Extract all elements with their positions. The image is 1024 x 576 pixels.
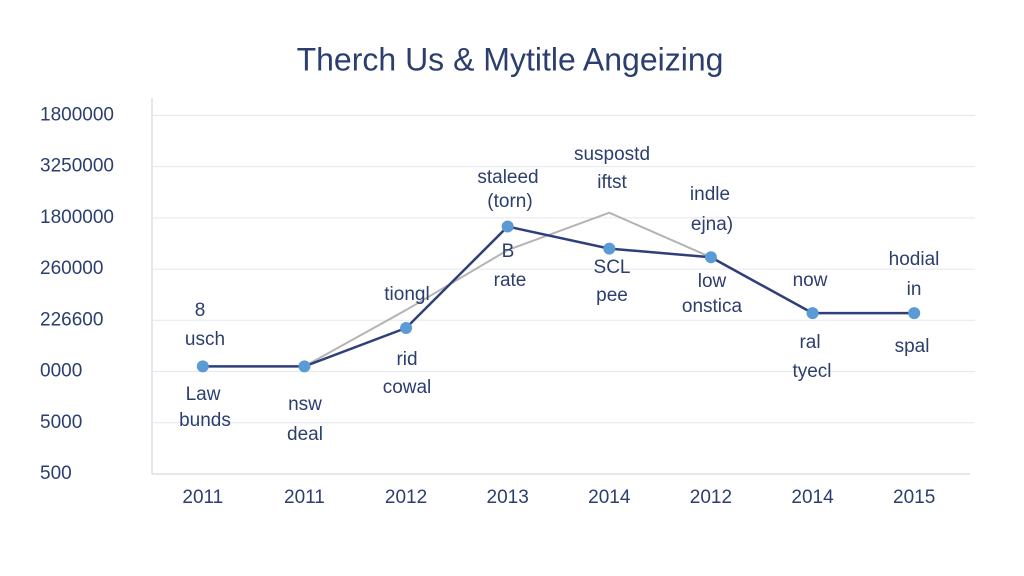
data-point bbox=[400, 321, 413, 334]
x-tick-label: 2014 bbox=[791, 487, 834, 508]
x-tick-label: 2013 bbox=[487, 487, 529, 508]
annotation: nsw bbox=[288, 394, 322, 415]
annotation: B bbox=[502, 241, 515, 262]
annotation: tiongl bbox=[384, 284, 429, 305]
x-tick-label: 2014 bbox=[588, 487, 631, 508]
annotation: Law bbox=[186, 384, 221, 405]
annotation: staleed bbox=[477, 167, 538, 188]
annotation: low bbox=[698, 271, 727, 292]
data-point bbox=[501, 220, 514, 233]
annotation: rate bbox=[494, 270, 527, 291]
series-line bbox=[303, 211, 712, 368]
x-tick-label: 2012 bbox=[690, 487, 732, 508]
x-tick-label: 2011 bbox=[284, 487, 325, 508]
annotation: (torn) bbox=[487, 191, 532, 212]
annotation: ral bbox=[799, 332, 820, 353]
data-point bbox=[603, 242, 616, 255]
annotation: deal bbox=[287, 424, 323, 445]
y-tick-label: 0000 bbox=[40, 361, 82, 382]
y-tick-label: 1800000 bbox=[40, 104, 114, 125]
annotation: spal bbox=[895, 336, 930, 357]
data-point bbox=[196, 360, 209, 373]
x-tick-label: 2015 bbox=[893, 487, 935, 508]
annotation: suspostd bbox=[574, 144, 650, 165]
annotation: bunds bbox=[179, 410, 231, 431]
data-point bbox=[908, 307, 921, 320]
annotation: hodial bbox=[889, 249, 940, 270]
annotation: onstica bbox=[682, 296, 743, 317]
data-point bbox=[298, 360, 311, 373]
annotation: indle bbox=[690, 184, 730, 205]
annotation: usch bbox=[185, 329, 225, 350]
x-tick-label: 2011 bbox=[182, 487, 223, 508]
annotation: in bbox=[907, 279, 922, 300]
y-tick-label: 3250000 bbox=[40, 156, 114, 177]
y-tick-label: 5000 bbox=[40, 412, 82, 433]
annotation: rid bbox=[396, 349, 417, 370]
annotation: 8 bbox=[195, 300, 206, 321]
y-tick-label: 226600 bbox=[40, 309, 103, 330]
annotation: cowal bbox=[383, 377, 432, 398]
annotation: pee bbox=[596, 285, 628, 306]
annotation: SCL bbox=[594, 257, 631, 278]
x-tick-label: 2012 bbox=[385, 487, 427, 508]
y-tick-label: 260000 bbox=[40, 258, 103, 279]
y-tick-label: 1800000 bbox=[40, 207, 114, 228]
chart-title: Therch Us & Mytitle Angeizing bbox=[297, 41, 724, 77]
annotation: tyecl bbox=[792, 361, 831, 382]
annotation: now bbox=[793, 270, 828, 291]
annotation: ejna) bbox=[691, 214, 733, 235]
series-line bbox=[202, 225, 915, 368]
data-point bbox=[704, 251, 717, 264]
annotation: iftst bbox=[597, 172, 627, 193]
y-tick-label: 500 bbox=[40, 463, 72, 484]
data-point bbox=[806, 307, 819, 320]
